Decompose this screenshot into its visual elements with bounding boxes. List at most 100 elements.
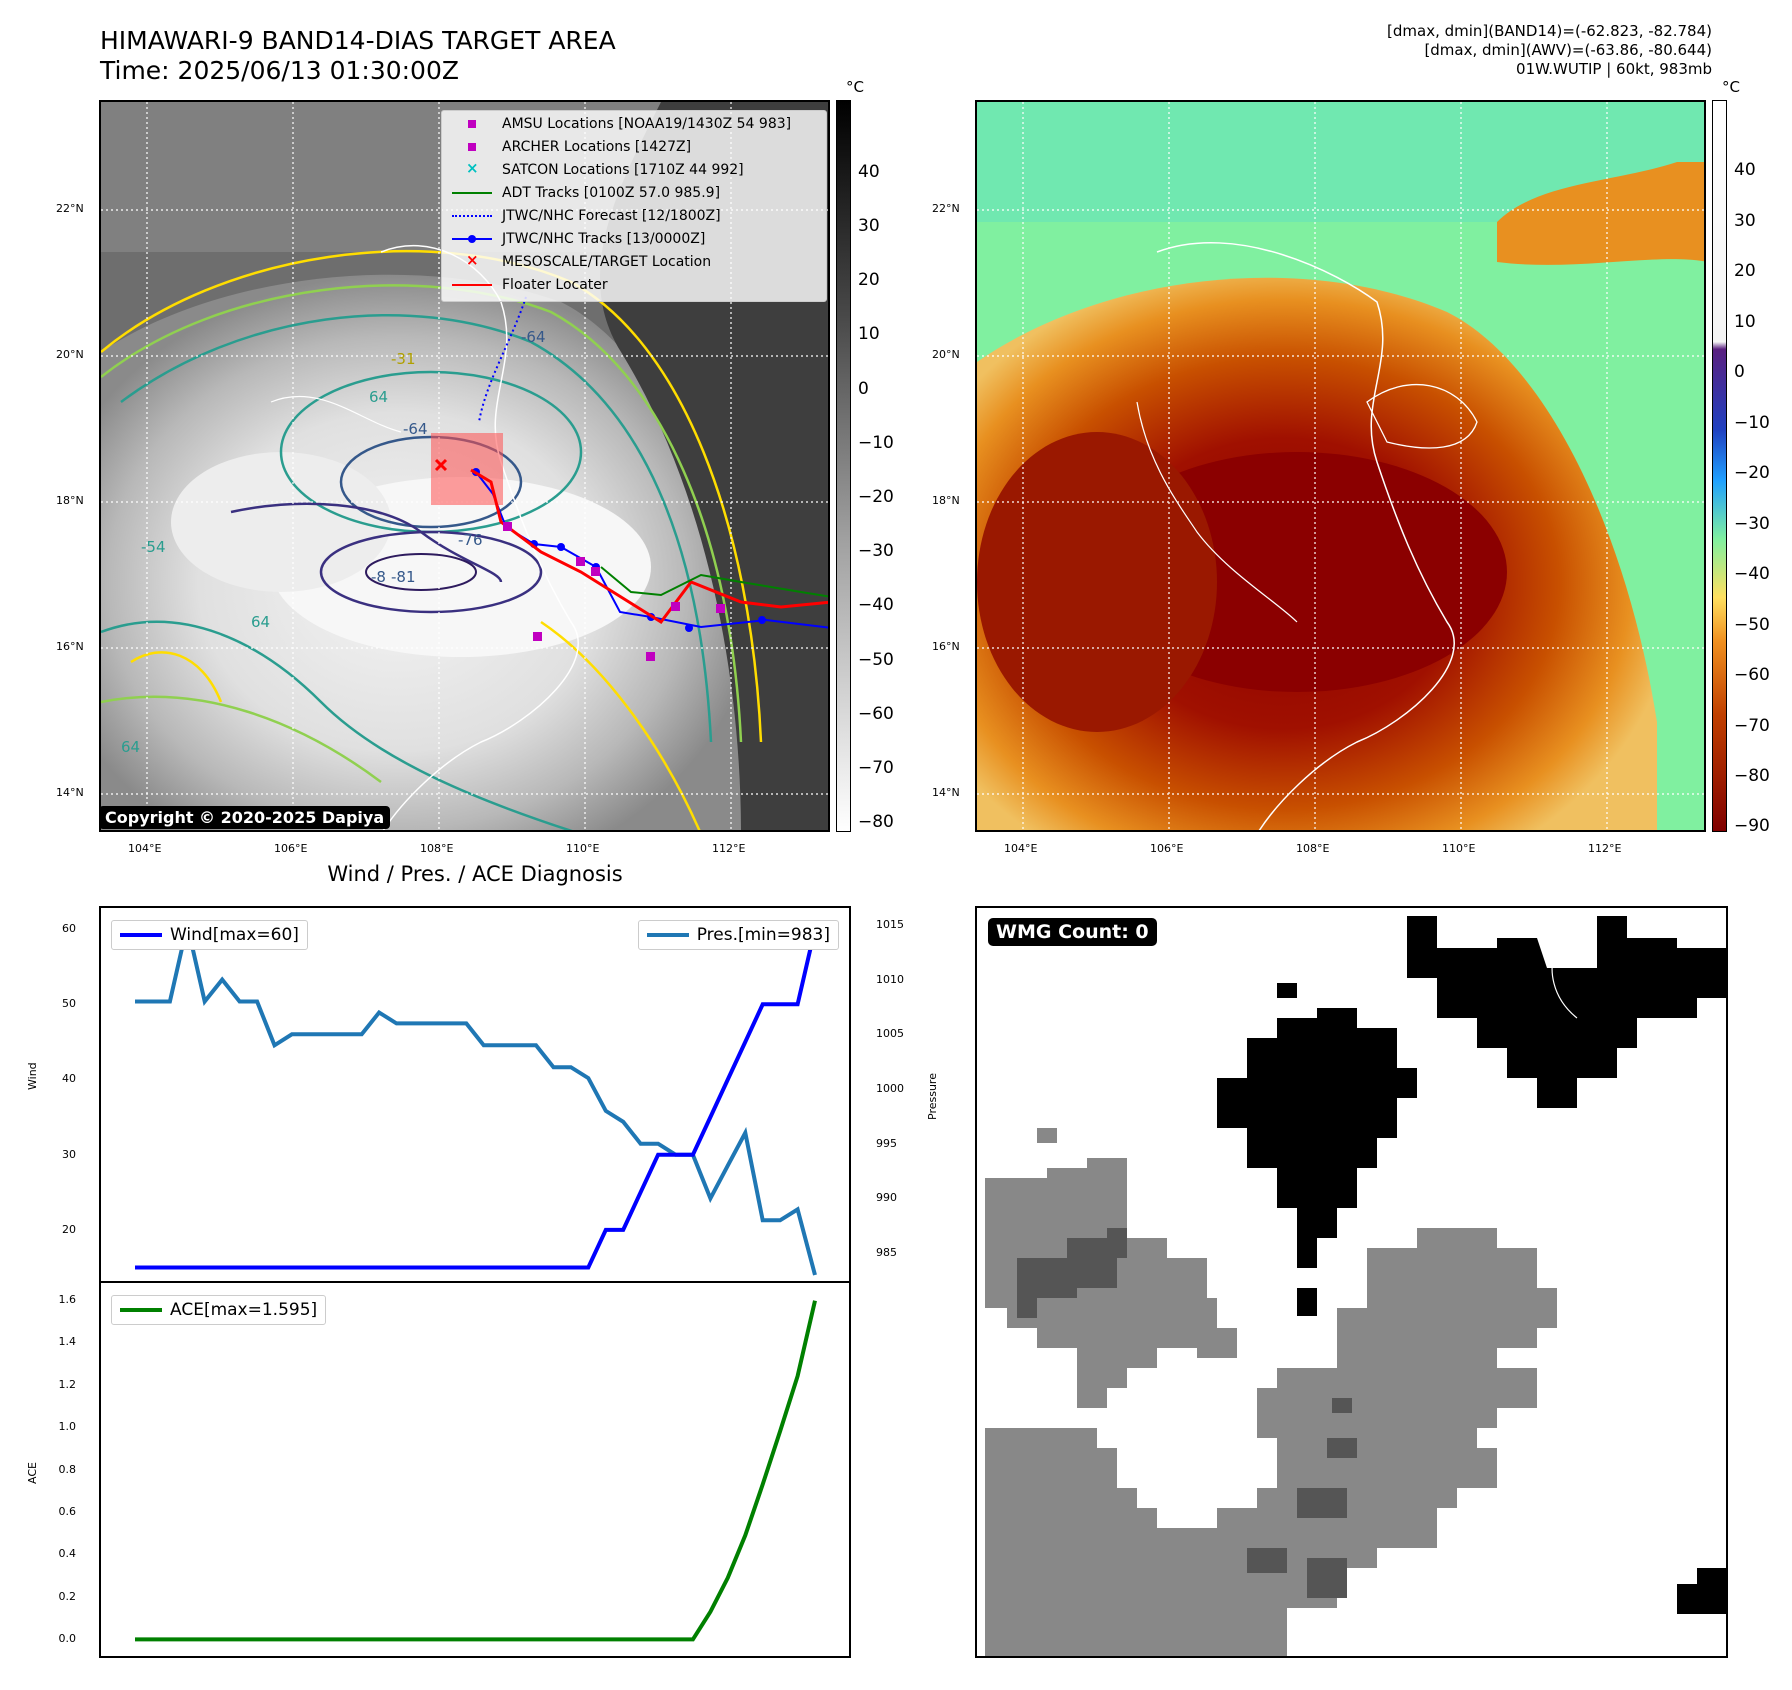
lat-label: 22°N [932, 202, 960, 215]
ace-series-line [135, 1300, 817, 1642]
colorbar-tick-label: −70 [858, 758, 894, 779]
colorbar-tick-label: −50 [1734, 614, 1770, 635]
lon-label: 110°E [1442, 842, 1476, 855]
lat-label: 18°N [932, 494, 960, 507]
axis-tick-label: 0.4 [58, 1547, 77, 1561]
colorbar-tick-label: −20 [1734, 463, 1770, 484]
colorbar-tick-label: −60 [1734, 665, 1770, 686]
axis-tick-label: 1005 [876, 1027, 904, 1041]
colorbar-tick-label: 40 [1734, 160, 1756, 181]
axis-tick-label: 0.0 [58, 1632, 77, 1646]
colorbar-tick-label: −50 [858, 649, 894, 670]
square-marker-icon [450, 136, 496, 158]
contour-label: -31 [391, 350, 416, 368]
colorbar-tick-label: −90 [1734, 816, 1770, 837]
ir-map-panel: -64 -76 -81 -8 -31 64 64 -64 -54 64 AMSU… [99, 100, 830, 832]
colorbar-tick-label: −30 [858, 541, 894, 562]
contour-label: 64 [251, 613, 270, 631]
legend-item-target: × MESOSCALE/TARGET Location [450, 251, 711, 273]
pres-axis-label: Pressure [926, 1073, 939, 1120]
axis-tick-label: 0.8 [58, 1462, 77, 1476]
title-line-1: HIMAWARI-9 BAND14-DIAS TARGET AREA [100, 26, 616, 55]
axis-tick-label: 30 [62, 1147, 76, 1161]
contour-label: -8 [371, 568, 386, 586]
lon-label: 106°E [1150, 842, 1184, 855]
colorbar-tick-label: −40 [858, 595, 894, 616]
lat-label: 14°N [932, 786, 960, 799]
axis-tick-label: 20 [62, 1222, 76, 1236]
gray-colorbar [836, 100, 851, 832]
enhanced-map-image [977, 102, 1704, 830]
colorbar-tick-label: −20 [858, 487, 894, 508]
axis-tick-label: 1000 [876, 1082, 904, 1096]
axis-tick-label: 1.0 [58, 1420, 77, 1434]
title-line-2: Time: 2025/06/13 01:30:00Z [100, 56, 459, 85]
axis-tick-label: 60 [62, 922, 76, 936]
pressure-series-line [135, 924, 817, 1276]
wind-series-line [135, 928, 817, 1270]
axis-tick-label: 1.6 [58, 1292, 77, 1306]
legend-item-jtwc-tracks: JTWC/NHC Tracks [13/0000Z] [450, 228, 705, 250]
contour-label: -81 [391, 568, 416, 586]
x-marker-icon: × [466, 251, 479, 269]
axis-tick-label: 1.4 [58, 1335, 77, 1349]
copyright-badge: Copyright © 2020-2025 Dapiya [99, 806, 391, 829]
contour-label: -76 [458, 531, 483, 549]
colorbar-tick-label: 10 [1734, 311, 1756, 332]
ace-axis-label: ACE [26, 1462, 39, 1484]
colorbar-tick-label: 40 [858, 161, 880, 182]
colorbar-tick-label: 20 [1734, 261, 1756, 282]
lat-label: 14°N [56, 786, 84, 799]
colorbar-unit: °C [846, 78, 864, 96]
enhanced-map-panel [975, 100, 1706, 832]
figure-title: HIMAWARI-9 BAND14-DIAS TARGET AREA Time:… [100, 26, 616, 86]
pres-legend: Pres.[min=983] [637, 920, 839, 950]
map-legend: AMSU Locations [NOAA19/1430Z 54 983] ARC… [441, 110, 827, 302]
colorbar-tick-label: −30 [1734, 513, 1770, 534]
wind-axis-label: Wind [26, 1062, 39, 1090]
colorbar-tick-label: 0 [858, 378, 869, 399]
legend-item-amsu: AMSU Locations [NOAA19/1430Z 54 983] [450, 113, 791, 135]
wmg-count-badge: WMG Count: 0 [988, 918, 1157, 946]
colorbar-tick-label: −60 [858, 703, 894, 724]
info-line-3: 01W.WUTIP | 60kt, 983mb [1516, 60, 1712, 78]
axis-tick-label: 40 [62, 1072, 76, 1086]
colorbar-tick-label: −70 [1734, 715, 1770, 736]
dotted-line-icon [450, 205, 496, 227]
axis-tick-label: 0.2 [58, 1589, 77, 1603]
colorbar-tick-label: 20 [858, 270, 880, 291]
square-marker-icon [450, 113, 496, 135]
lon-label: 104°E [1004, 842, 1038, 855]
contour-label: -64 [521, 328, 546, 346]
colorbar-tick-label: 10 [858, 324, 880, 345]
ace-svg [135, 1300, 817, 1642]
lat-label: 16°N [932, 640, 960, 653]
axis-tick-label: 1010 [876, 972, 904, 986]
axis-tick-label: 1015 [876, 917, 904, 931]
line-marker-icon [450, 274, 496, 296]
steel-blue-line-icon [646, 933, 689, 937]
lat-label: 20°N [932, 348, 960, 361]
contour-label: -54 [141, 538, 166, 556]
info-line-2: [dmax, dmin](AWV)=(-63.86, -80.644) [1424, 41, 1712, 59]
wmg-panel [975, 906, 1728, 1658]
blue-line-icon [120, 933, 162, 937]
wind-legend: Wind[max=60] [111, 920, 308, 950]
colorbar-tick-label: −80 [1734, 765, 1770, 786]
info-line-1: [dmax, dmin](BAND14)=(-62.823, -82.784) [1387, 22, 1712, 40]
legend-item-adt: ADT Tracks [0100Z 57.0 985.9] [450, 182, 720, 204]
legend-item-satcon: × SATCON Locations [1710Z 44 992] [450, 159, 744, 181]
x-marker-icon: × [466, 159, 479, 177]
legend-item-floater: Floater Locater [450, 274, 608, 296]
wmg-image [977, 908, 1726, 1656]
line-dot-icon [450, 228, 496, 250]
green-line-icon [120, 1308, 162, 1312]
lon-label: 108°E [1296, 842, 1330, 855]
axis-tick-label: 1.2 [58, 1377, 77, 1391]
colorbar-tick-label: −10 [1734, 412, 1770, 433]
ace-legend: ACE[max=1.595] [111, 1295, 327, 1325]
axis-tick-label: 0.6 [58, 1504, 77, 1518]
colorbar-tick-label: 0 [1734, 362, 1745, 383]
wind-pres-svg [135, 924, 817, 1276]
lon-label: 110°E [566, 842, 600, 855]
